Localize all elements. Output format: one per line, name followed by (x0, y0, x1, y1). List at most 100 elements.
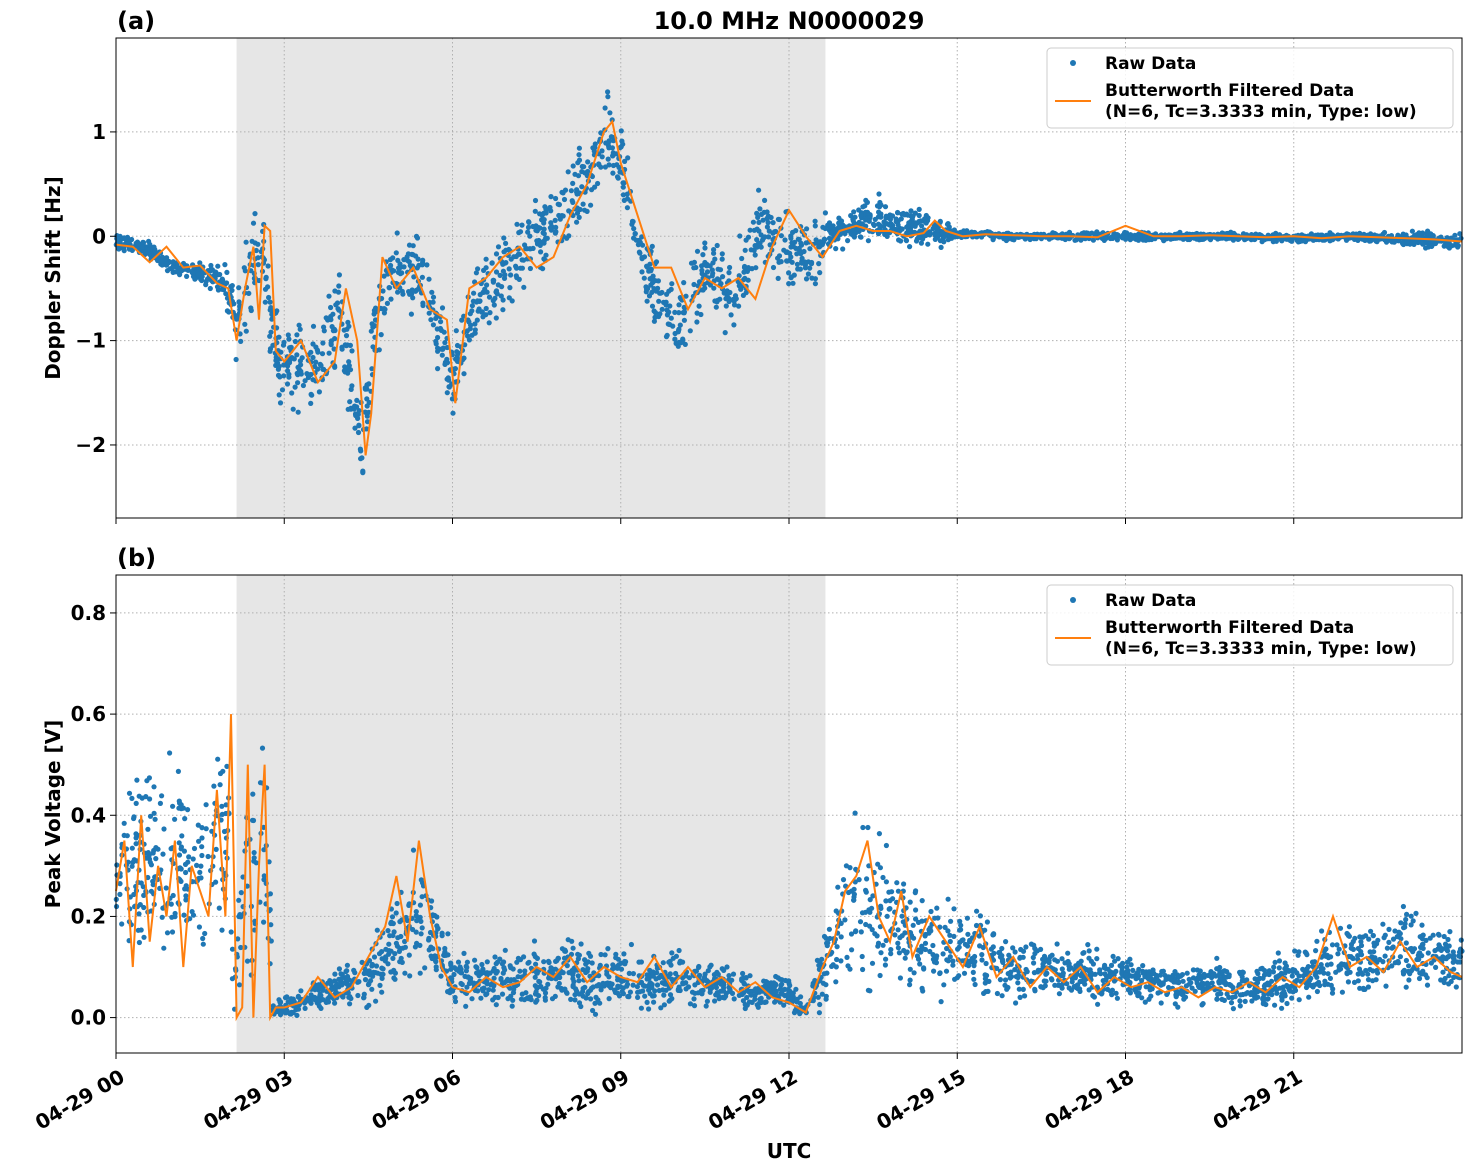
raw-data-point (1237, 992, 1244, 998)
raw-data-point (177, 266, 183, 272)
raw-data-point (700, 287, 706, 293)
raw-data-point (1416, 975, 1423, 982)
raw-data-point (947, 938, 953, 945)
raw-data-point (570, 984, 576, 990)
raw-data-point (146, 775, 152, 781)
raw-data-point (1016, 986, 1022, 992)
raw-data-point (618, 144, 624, 150)
raw-data-point (1448, 978, 1454, 985)
raw-data-point (391, 969, 397, 975)
raw-data-point (1095, 1001, 1101, 1007)
raw-data-point (928, 908, 934, 915)
raw-data-point (605, 946, 611, 952)
raw-data-point (199, 825, 205, 831)
raw-data-point (669, 281, 675, 287)
raw-data-point (609, 145, 616, 151)
raw-data-point (1048, 976, 1054, 982)
raw-data-point (514, 959, 520, 965)
raw-data-point (1408, 913, 1414, 919)
raw-data-point (618, 128, 624, 134)
raw-data-point (907, 982, 913, 988)
raw-data-point (479, 961, 485, 968)
raw-data-point (884, 233, 890, 239)
raw-data-point (616, 993, 623, 999)
raw-data-point (492, 295, 498, 301)
raw-data-point (937, 970, 943, 976)
raw-data-point (1017, 955, 1023, 961)
raw-data-point (1322, 978, 1328, 984)
raw-data-point (819, 991, 825, 997)
raw-data-point (1357, 230, 1363, 236)
raw-data-point (306, 372, 312, 378)
raw-data-point (1404, 911, 1410, 918)
raw-data-point (191, 845, 198, 852)
raw-data-point (799, 260, 805, 266)
raw-data-point (484, 981, 491, 987)
raw-data-point (114, 862, 120, 868)
legend-raw-marker (1070, 60, 1076, 66)
raw-data-point (379, 989, 385, 995)
raw-data-point (242, 268, 248, 274)
raw-data-point (147, 813, 154, 819)
legend-filtered-label-2: (N=6, Tc=3.3333 min, Type: low) (1105, 102, 1417, 122)
raw-data-point (295, 409, 301, 415)
raw-data-point (834, 944, 840, 950)
raw-data-point (213, 879, 219, 885)
raw-data-point (294, 352, 300, 358)
raw-data-point (966, 963, 972, 969)
raw-data-point (1294, 970, 1300, 976)
raw-data-point (190, 856, 196, 862)
panel-label-a: (a) (117, 7, 155, 35)
raw-data-point (469, 303, 475, 309)
raw-data-point (626, 970, 632, 977)
raw-data-point (332, 1000, 338, 1006)
raw-data-point (964, 915, 971, 921)
raw-data-point (177, 272, 183, 278)
raw-data-point (833, 964, 839, 970)
raw-data-point (653, 976, 659, 982)
raw-data-point (826, 926, 833, 932)
raw-data-point (1420, 941, 1426, 947)
raw-data-point (444, 356, 450, 362)
raw-data-point (919, 223, 925, 229)
raw-data-point (1109, 987, 1115, 993)
raw-data-point (756, 187, 762, 193)
raw-data-point (974, 908, 980, 914)
raw-data-point (878, 950, 884, 956)
raw-data-point (170, 264, 176, 271)
raw-data-point (886, 889, 892, 895)
raw-data-point (676, 947, 682, 954)
raw-data-point (984, 919, 991, 925)
raw-data-point (1371, 943, 1377, 949)
raw-data-point (1271, 964, 1277, 970)
raw-data-point (161, 945, 167, 951)
raw-data-point (407, 291, 413, 297)
raw-data-point (414, 265, 420, 271)
raw-data-point (402, 970, 408, 976)
raw-data-point (743, 975, 749, 981)
raw-data-point (426, 310, 432, 316)
raw-data-point (542, 990, 549, 996)
raw-data-point (459, 981, 465, 988)
raw-data-point (268, 329, 274, 335)
raw-data-point (961, 970, 968, 976)
raw-data-point (410, 847, 417, 853)
raw-data-point (834, 956, 840, 963)
raw-data-point (320, 366, 326, 372)
raw-data-point (878, 905, 884, 912)
raw-data-point (942, 924, 948, 931)
raw-data-point (471, 290, 477, 296)
raw-data-point (580, 985, 586, 992)
raw-data-point (756, 219, 762, 225)
raw-data-point (1296, 949, 1302, 955)
raw-data-point (223, 802, 229, 808)
raw-data-point (487, 310, 493, 316)
raw-data-point (357, 446, 363, 452)
raw-data-point (514, 221, 520, 227)
raw-data-point (233, 356, 239, 363)
raw-data-point (1440, 969, 1446, 975)
raw-data-point (265, 284, 271, 290)
raw-data-point (932, 236, 938, 242)
raw-data-point (408, 311, 414, 317)
raw-data-point (661, 1002, 668, 1008)
